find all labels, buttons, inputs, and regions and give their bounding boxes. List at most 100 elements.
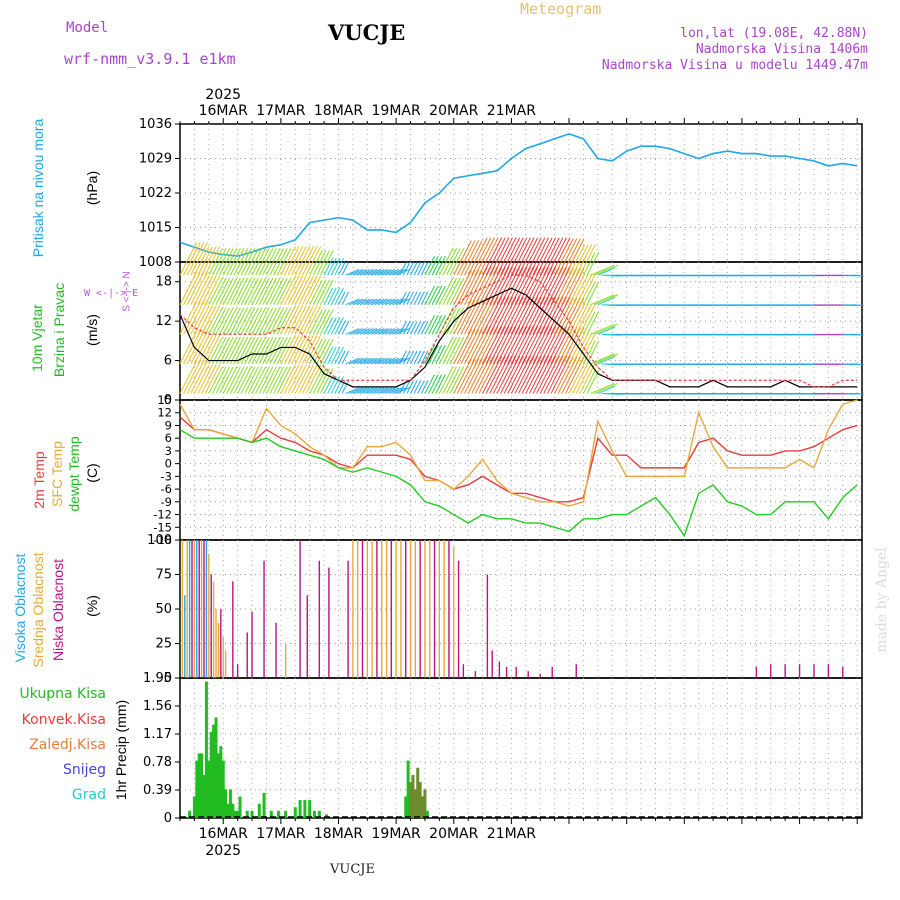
y-tick-label: 0 [164, 393, 172, 408]
panel-frame [179, 677, 863, 819]
y-tick-label: 18 [155, 275, 172, 290]
model-label: Model [66, 20, 109, 36]
precip-bar [212, 724, 216, 818]
y-tick-label: 1008 [139, 255, 172, 270]
precip-bar [303, 800, 307, 818]
x-tick-label-top: 17MAR [256, 103, 305, 119]
model-name: wrf-nmm_v3.9.1 e1km [64, 50, 236, 68]
y-tick-label: -18 [153, 533, 172, 547]
x-tick-label-bottom: 21MAR [487, 826, 536, 842]
precip-bar [224, 789, 228, 818]
y-tick-label: 0 [164, 811, 172, 826]
precip-bar [413, 789, 417, 818]
x-tick-label-bottom: 19MAR [372, 826, 421, 842]
y-tick-label: 1036 [139, 117, 172, 132]
x-tick-label-bottom: 16MAR [199, 826, 248, 842]
precip-bar [221, 760, 225, 818]
y-tick-label: 1.56 [143, 699, 172, 714]
precip-bar [216, 753, 220, 818]
precip-bar [226, 803, 230, 818]
model-altitude-label: Nadmorska Visina u modelu 1449.47m [601, 58, 868, 73]
y-tick-label: 0.39 [143, 783, 172, 798]
precip-bar [293, 807, 297, 818]
precip-bar [192, 796, 196, 818]
precip-bar [250, 810, 254, 818]
y-tick-label: 0 [164, 671, 172, 686]
y-tick-label: 1022 [139, 186, 172, 201]
y-tick-label: 12 [155, 314, 172, 329]
precip-bar [200, 753, 204, 818]
precip-bar [245, 810, 249, 818]
footer-station: VUCJE [330, 862, 375, 877]
x-tick-label-top: 20MAR [429, 103, 478, 119]
wind-dir-we: W <-|-> E [84, 288, 139, 299]
legend-freezing-rain: Zaledj.Kisa [29, 737, 106, 753]
cloud-bars [181, 540, 844, 678]
meteogram-label: Meteogram [520, 0, 602, 18]
y-tick-label: 1.17 [143, 727, 172, 742]
legend-snow: Snijeg [62, 762, 106, 778]
precip-bar [421, 796, 425, 818]
panel-frame [179, 399, 863, 541]
precip-bar [207, 760, 211, 818]
y-tick-label: 100 [147, 533, 172, 548]
precip-bar [195, 760, 199, 818]
year-label-bottom: 2025 [205, 843, 241, 859]
precip-bar [406, 760, 410, 818]
altitude-label: Nadmorska Visina 1406m [695, 42, 868, 57]
precip-bar [317, 810, 321, 818]
precip-bar [233, 810, 237, 818]
dewpt-line [179, 429, 858, 538]
y-tick-label: 1029 [139, 152, 172, 167]
precip-bar [228, 789, 232, 818]
precip-bar [257, 803, 261, 818]
x-tick-label-top: 19MAR [372, 103, 421, 119]
precip-bar [209, 731, 213, 818]
precip-bar [238, 796, 242, 818]
precip-bar [411, 774, 415, 818]
precip-bar [202, 774, 206, 818]
pressure-line [179, 133, 858, 257]
y-tick-label: 6 [164, 354, 172, 369]
y-tick-label: 9 [165, 418, 172, 432]
precip-bar [197, 753, 201, 818]
coords-label: lon,lat (19.08E, 42.88N) [680, 26, 868, 41]
y-tick-label: 50 [155, 602, 172, 617]
x-tick-label-bottom: 18MAR [314, 826, 363, 842]
precip-bar [416, 767, 420, 818]
precip-bars [188, 681, 456, 818]
x-tick-label-top: 21MAR [487, 103, 536, 119]
x-tick-label-bottom: 17MAR [256, 826, 305, 842]
y-tick-label: -12 [153, 508, 172, 522]
precip-bar [214, 717, 218, 818]
y-tick-label: 0.78 [143, 755, 172, 770]
precip-bar [312, 810, 316, 818]
x-tick-label-bottom: 20MAR [429, 826, 478, 842]
y-tick-label: -9 [161, 495, 172, 509]
x-tick-label-top: 18MAR [314, 103, 363, 119]
precip-bar [262, 792, 266, 818]
precip-bar [219, 746, 223, 818]
wind-barbs [179, 237, 864, 395]
precip-bar [276, 810, 280, 818]
precip-bar [188, 810, 192, 818]
x-tick-label-top: 16MAR [199, 103, 248, 119]
precip-bar [204, 681, 208, 818]
precip-bar [409, 782, 413, 818]
y-tick-label: 12 [157, 406, 172, 420]
precip-bar [236, 810, 240, 818]
year-label-top: 2025 [205, 87, 241, 103]
precip-bar [423, 789, 427, 818]
page-title: VUCJE [328, 20, 406, 45]
precip-bar [404, 796, 408, 818]
y-tick-label: 15 [157, 393, 172, 407]
precip-bar [324, 814, 328, 818]
precip-bar [418, 782, 422, 818]
legend-convective-rain: Konvek.Kisa [21, 712, 106, 728]
y-tick-label: 1.95 [143, 671, 172, 686]
legend-hail: Grad [71, 787, 106, 803]
precip-bar [231, 803, 235, 818]
wind-gust-line [179, 274, 858, 388]
precip-bar [308, 800, 312, 818]
